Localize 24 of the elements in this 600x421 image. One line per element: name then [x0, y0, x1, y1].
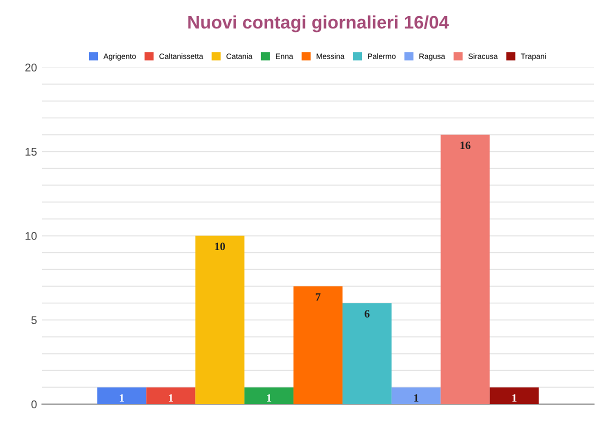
data-label: 10	[215, 242, 225, 250]
bar	[244, 387, 294, 404]
bar	[146, 387, 196, 404]
bar	[97, 387, 146, 404]
chart-title: Nuovi contagi giornalieri 16/04	[188, 15, 449, 32]
data-label: 7	[316, 293, 321, 301]
y-tick-label: 15	[26, 148, 37, 156]
data-label: 1	[267, 394, 272, 402]
y-tick-label: 20	[25, 64, 37, 72]
bar	[195, 236, 244, 404]
y-tick-label: 10	[26, 232, 37, 240]
data-label: 16	[460, 142, 470, 150]
bar	[490, 387, 539, 404]
data-label: 1	[168, 394, 174, 402]
bar	[392, 387, 441, 404]
data-label: 6	[364, 310, 370, 318]
bar	[440, 134, 490, 404]
data-label: 1	[414, 394, 418, 402]
data-label: 1	[120, 394, 124, 402]
data-label: 1	[512, 394, 516, 402]
bar	[293, 286, 343, 404]
bar	[342, 303, 392, 404]
y-tick-label: 5	[31, 316, 37, 324]
y-tick-label: 0	[31, 400, 37, 408]
